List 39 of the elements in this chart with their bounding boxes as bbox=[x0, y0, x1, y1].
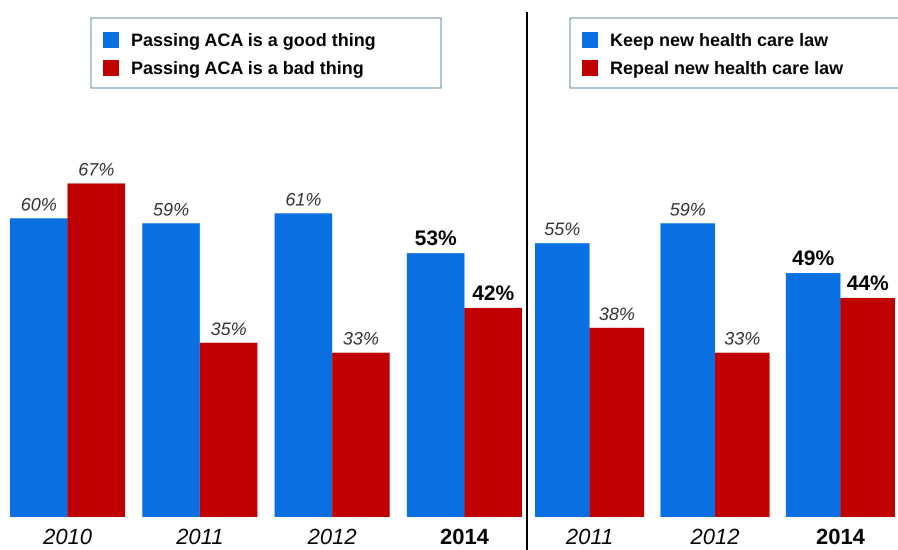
x-tick-label: 2014 bbox=[816, 524, 866, 550]
legend-label: Repeal new health care law bbox=[610, 58, 844, 78]
data-label: 38% bbox=[598, 304, 635, 324]
legend-label: Passing ACA is a bad thing bbox=[131, 58, 364, 78]
data-label: 33% bbox=[342, 328, 379, 349]
bar bbox=[200, 342, 258, 517]
x-tick-label: 2012 bbox=[306, 524, 357, 550]
legend-label: Keep new health care law bbox=[610, 30, 830, 50]
data-label: 33% bbox=[724, 328, 760, 349]
data-label: 61% bbox=[285, 189, 322, 210]
bar bbox=[406, 253, 464, 517]
data-label: 53% bbox=[414, 227, 458, 250]
bar bbox=[464, 308, 522, 517]
bar bbox=[274, 213, 332, 517]
data-label: 59% bbox=[153, 199, 190, 220]
bar bbox=[786, 273, 840, 517]
data-label: 55% bbox=[544, 219, 580, 240]
bar bbox=[535, 243, 590, 517]
data-label: 49% bbox=[792, 247, 834, 270]
data-label: 67% bbox=[78, 159, 114, 180]
data-label: 44% bbox=[846, 272, 890, 295]
bar bbox=[68, 183, 126, 517]
bar bbox=[142, 223, 200, 517]
bar bbox=[332, 352, 390, 517]
x-tick-label: 2010 bbox=[42, 524, 93, 550]
x-tick-label: 2014 bbox=[440, 524, 490, 550]
legend-label: Passing ACA is a good thing bbox=[131, 30, 376, 50]
bar bbox=[715, 352, 770, 517]
x-tick-label: 2011 bbox=[564, 524, 614, 550]
data-label: 60% bbox=[20, 194, 57, 214]
data-label: 35% bbox=[210, 318, 247, 339]
x-tick-label: 2011 bbox=[175, 524, 224, 550]
data-label: 42% bbox=[472, 282, 515, 305]
bar bbox=[10, 218, 68, 517]
x-tick-label: 2012 bbox=[690, 524, 740, 550]
data-label: 59% bbox=[670, 199, 706, 220]
bar bbox=[590, 328, 644, 517]
bar bbox=[660, 223, 715, 517]
bar bbox=[840, 298, 895, 517]
